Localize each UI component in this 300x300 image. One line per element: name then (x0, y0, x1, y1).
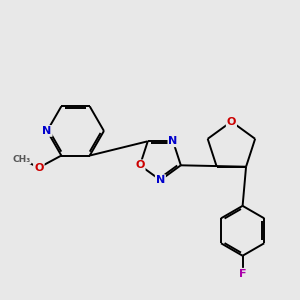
Text: O: O (135, 160, 145, 170)
Text: N: N (168, 136, 178, 146)
Text: O: O (14, 154, 23, 164)
Text: F: F (239, 269, 246, 279)
Text: N: N (43, 126, 52, 136)
Text: O: O (34, 163, 44, 173)
Text: CH₃: CH₃ (12, 154, 31, 164)
Text: O: O (34, 163, 44, 173)
Text: N: N (156, 175, 165, 185)
Text: O: O (227, 117, 236, 127)
